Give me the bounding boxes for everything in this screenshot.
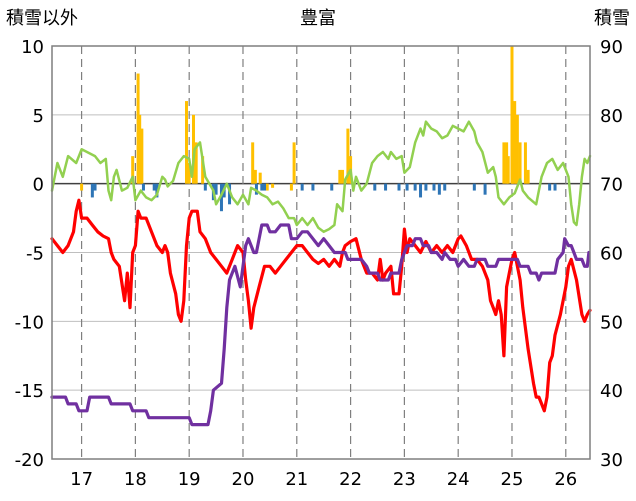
bar: [330, 183, 334, 191]
x-tick-label: 20: [232, 469, 255, 490]
right-tick-label: 60: [600, 244, 623, 265]
series-line: [50, 120, 592, 234]
bar: [419, 183, 423, 198]
bar: [214, 183, 218, 195]
chart-title: 豊富: [300, 8, 336, 29]
x-tick-label: 21: [285, 469, 308, 490]
x-tick-label: 24: [447, 469, 470, 490]
bar: [405, 183, 409, 191]
bar: [502, 142, 506, 184]
right-tick-label: 90: [600, 37, 623, 58]
bar: [526, 169, 530, 184]
x-tick-label: 23: [393, 469, 416, 490]
bar: [338, 169, 342, 184]
x-tick-label: 18: [124, 469, 147, 490]
bars-layer: [80, 46, 557, 212]
bar: [260, 183, 264, 191]
bar: [194, 142, 198, 184]
bar: [140, 128, 144, 184]
bar: [341, 169, 345, 184]
bar: [253, 169, 257, 184]
lines-layer: [50, 120, 592, 427]
left-tick-label: 0: [33, 175, 44, 196]
bar: [203, 183, 207, 191]
x-tick-label: 17: [70, 469, 93, 490]
bar: [263, 183, 267, 191]
series-line: [50, 223, 591, 427]
x-tick-label: 26: [554, 469, 577, 490]
bar: [254, 183, 258, 195]
bar: [432, 183, 436, 191]
bar: [437, 183, 441, 195]
bar: [93, 183, 97, 191]
bar: [219, 183, 223, 212]
bar: [292, 142, 296, 184]
series-line: [50, 198, 592, 413]
bar: [424, 183, 428, 191]
bar: [397, 183, 401, 191]
x-tick-label: 19: [178, 469, 201, 490]
bar: [346, 128, 350, 184]
bar: [373, 183, 377, 191]
bar: [185, 101, 188, 184]
bar: [523, 142, 527, 184]
bar: [483, 183, 487, 195]
left-tick-label: -10: [15, 312, 44, 333]
right-tick-label: 30: [600, 450, 623, 471]
bar: [384, 183, 388, 191]
bar: [138, 114, 142, 184]
bar: [518, 142, 522, 184]
bar: [515, 114, 519, 184]
left-tick-label: -5: [26, 244, 44, 265]
left-tick-label: 10: [21, 37, 44, 58]
bar: [131, 156, 135, 184]
bar: [271, 183, 275, 188]
x-tick-label: 25: [501, 469, 524, 490]
bar: [187, 163, 191, 184]
right-tick-label: 80: [600, 106, 623, 127]
x-tick-label: 22: [339, 469, 362, 490]
bar: [80, 183, 84, 191]
bar: [311, 183, 315, 191]
bar: [413, 183, 417, 191]
bar: [136, 73, 140, 184]
bar: [201, 156, 205, 184]
bar: [141, 183, 145, 191]
bar: [506, 156, 510, 184]
bar: [251, 142, 255, 184]
right-tick-label: 70: [600, 175, 623, 196]
bar: [511, 114, 515, 184]
bar: [505, 142, 509, 184]
plot-frame: [51, 45, 591, 460]
bar: [300, 183, 304, 191]
right-tick-label: 50: [600, 312, 623, 333]
left-tick-label: -20: [15, 450, 44, 471]
left-tick-label: -15: [15, 381, 44, 402]
bar: [443, 183, 447, 191]
bar: [258, 172, 262, 184]
right-tick-label: 40: [600, 381, 623, 402]
bar: [289, 183, 293, 191]
bar: [472, 183, 476, 191]
bar: [513, 101, 517, 184]
bar: [553, 183, 557, 191]
bar: [90, 183, 94, 198]
left-axis-label: 積雪以外: [6, 8, 78, 29]
left-tick-label: 5: [33, 106, 44, 127]
bar: [548, 183, 552, 191]
bar: [265, 183, 269, 191]
bar: [152, 183, 156, 191]
right-axis-label: 積雪: [594, 8, 630, 29]
